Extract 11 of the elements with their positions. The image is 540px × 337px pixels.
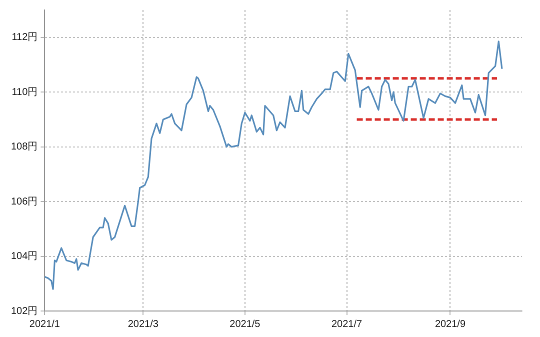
- y-tick-label: 104円: [10, 251, 38, 262]
- y-tick-label: 108円: [10, 142, 38, 153]
- x-tick-label: 2021/7: [331, 318, 362, 330]
- x-tick-label: 2021/5: [230, 318, 261, 330]
- y-tick-label: 106円: [10, 196, 38, 208]
- x-tick-label: 2021/9: [434, 318, 466, 330]
- y-tick-label: 110円: [12, 86, 38, 98]
- x-tick-label: 2021/3: [128, 318, 159, 330]
- y-tick-label: 102円: [10, 306, 38, 317]
- x-tick-label: 2021/1: [29, 318, 60, 330]
- y-tick-label: 112円: [12, 32, 38, 44]
